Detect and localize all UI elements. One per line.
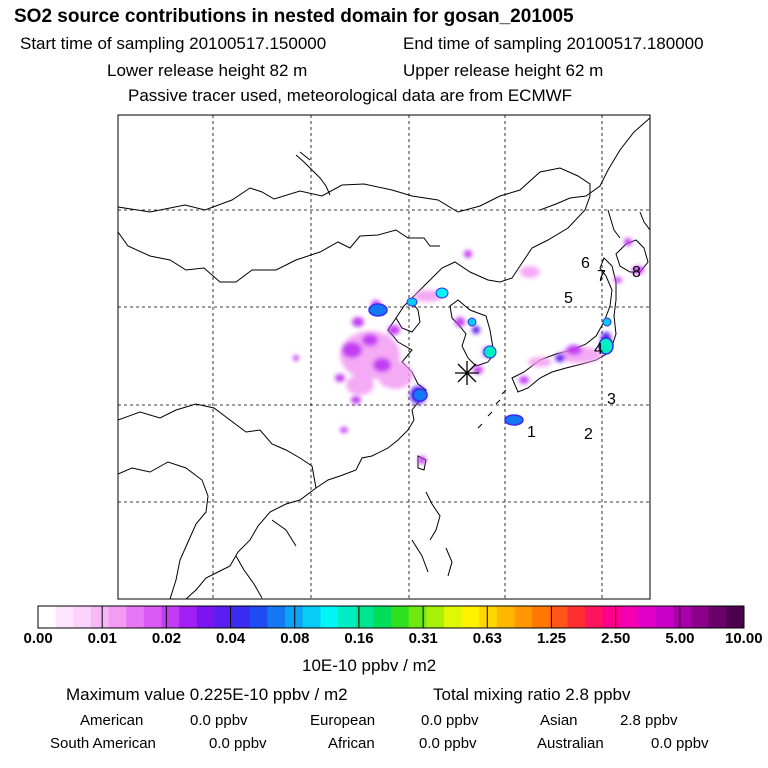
colorbar-cell — [532, 606, 551, 628]
region-label-5: 5 — [564, 290, 573, 307]
colorbar-cell — [179, 606, 198, 628]
colorbar-tick-label: 0.63 — [472, 630, 502, 647]
colorbar-tick-label: 0.16 — [344, 630, 374, 647]
colorbar-cell — [408, 606, 427, 628]
colorbar-cell — [90, 606, 110, 628]
chart-title: SO2 source contributions in nested domai… — [14, 6, 574, 27]
concentration-field — [293, 238, 644, 464]
region-label-6: 6 — [581, 255, 590, 272]
colorbar-cell — [479, 606, 498, 628]
colorbar-cell — [143, 606, 163, 628]
colorbar-cell — [673, 606, 692, 628]
region-name-australian: Australian — [537, 735, 604, 752]
region-value-american: 0.0 ppbv — [190, 712, 248, 729]
colorbar-cell — [514, 606, 533, 628]
colorbar-tick-label: 0.31 — [408, 630, 438, 647]
region-name-european: European — [310, 712, 376, 729]
colorbar-cell — [196, 606, 215, 628]
lower-height-label: Lower release height 82 m — [107, 61, 308, 80]
region-label-8: 8 — [632, 264, 641, 281]
region-name-asian: Asian — [540, 712, 578, 729]
colorbar-cell — [585, 606, 604, 628]
region-value-african: 0.0 ppbv — [419, 735, 477, 752]
region-labels: 1 2 3 4 5 6 7 8 — [527, 255, 641, 443]
colorbar-cells — [38, 606, 745, 628]
region-label-3: 3 — [607, 391, 616, 408]
colorbar-cell — [655, 606, 674, 628]
colorbar-cell — [461, 606, 480, 628]
colorbar-cell — [726, 606, 745, 628]
max-value-label: Maximum value 0.225E-10 ppbv / m2 — [66, 685, 348, 704]
colorbar-cell — [355, 606, 374, 628]
colorbar-cell — [126, 606, 145, 628]
colorbar-cell — [214, 606, 233, 628]
colorbar-tick-label: 0.01 — [87, 630, 117, 647]
end-time-label: End time of sampling 20100517.180000 — [403, 34, 704, 53]
colorbar-cell — [426, 606, 445, 628]
colorbar-cell — [108, 606, 127, 628]
colorbar-cell — [285, 606, 304, 628]
region-name-american: American — [80, 712, 144, 729]
colorbar-cell — [338, 606, 357, 628]
colorbar-cell — [267, 606, 286, 628]
region-label-4: 4 — [594, 341, 603, 358]
receptor-marker — [455, 361, 479, 385]
colorbar-cell — [302, 606, 321, 628]
colorbar-cell — [55, 606, 74, 628]
colorbar-tick-label: 10.00 — [725, 630, 763, 647]
region-label-1: 1 — [527, 424, 536, 441]
map-content: 1 2 3 4 5 6 7 8 — [118, 115, 650, 599]
colorbar-cell — [391, 606, 410, 628]
region-label-7: 7 — [597, 268, 606, 285]
colorbar-cell — [567, 606, 586, 628]
colorbar-tick-label: 1.25 — [536, 630, 567, 647]
region-value-australian: 0.0 ppbv — [651, 735, 709, 752]
colorbar-tick-label: 5.00 — [665, 630, 695, 647]
colorbar-cell — [443, 606, 463, 628]
colorbar-cell — [38, 606, 57, 628]
colorbar-cell — [161, 606, 180, 628]
colorbar-cell — [232, 606, 251, 628]
tracer-note: Passive tracer used, meteorological data… — [128, 86, 573, 105]
colorbar-cell — [691, 606, 710, 628]
colorbar-tick-label: 2.50 — [601, 630, 631, 647]
colorbar-unit: 10E-10 ppbv / m2 — [302, 656, 437, 675]
colorbar-cell — [620, 606, 639, 628]
hotspots — [368, 287, 614, 426]
colorbar-cell — [602, 606, 621, 628]
colorbar-cell — [249, 606, 268, 628]
colorbar-cell — [320, 606, 339, 628]
upper-height-label: Upper release height 62 m — [403, 61, 604, 80]
colorbar-cell — [708, 606, 727, 628]
colorbar-tick-label: 0.08 — [280, 630, 310, 647]
colorbar-frame — [37, 605, 745, 629]
region-name-african: African — [328, 735, 375, 752]
region-label-2: 2 — [584, 426, 593, 443]
total-mixing-ratio-label: Total mixing ratio 2.8 ppbv — [433, 685, 631, 704]
colorbar-tick-label: 0.02 — [151, 630, 182, 647]
region-value-asian: 2.8 ppbv — [620, 712, 678, 729]
colorbar-cell — [496, 606, 516, 628]
colorbar-cell — [73, 606, 92, 628]
colorbar-tick-label: 0.00 — [23, 630, 53, 647]
colorbar-tick-label: 0.04 — [216, 630, 246, 647]
region-value-south-american: 0.0 ppbv — [209, 735, 267, 752]
colorbar-cell — [549, 606, 568, 628]
region-name-south-american: South American — [50, 735, 156, 752]
start-time-label: Start time of sampling 20100517.150000 — [20, 34, 327, 53]
colorbar-cell — [373, 606, 392, 628]
colorbar-cell — [638, 606, 657, 628]
region-value-european: 0.0 ppbv — [421, 712, 479, 729]
